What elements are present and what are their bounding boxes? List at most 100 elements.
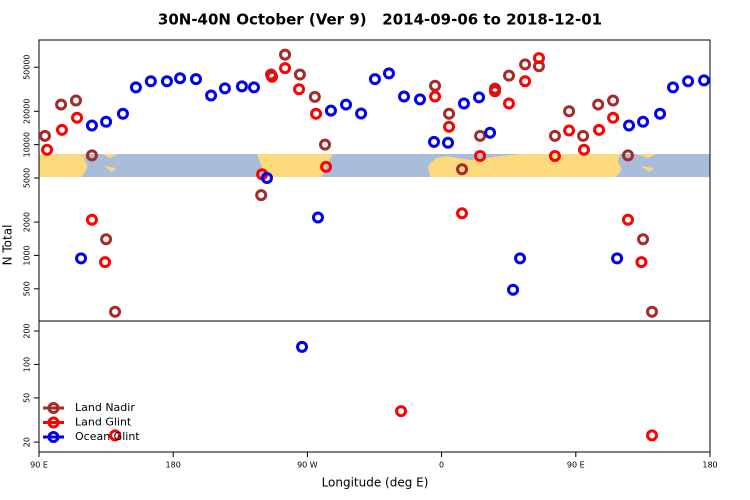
data-point (55, 123, 68, 136)
data-point (548, 149, 561, 162)
data-point (474, 129, 487, 142)
data-point (593, 123, 606, 136)
y-tick-label: 20 (23, 437, 32, 447)
data-point (129, 81, 142, 94)
data-point (621, 213, 634, 226)
data-point (320, 160, 333, 173)
data-point (635, 256, 648, 269)
x-tick-label: 180 (166, 461, 181, 470)
y-axis-label: N Total (1, 225, 15, 266)
data-point (100, 233, 113, 246)
data-point (637, 233, 650, 246)
data-point (563, 124, 576, 137)
data-point (429, 79, 442, 92)
data-point (293, 68, 306, 81)
data-point (55, 98, 68, 111)
data-point (654, 107, 667, 120)
data-point (174, 72, 187, 85)
data-point (484, 126, 497, 139)
y-tick-label: 2000 (23, 212, 32, 232)
data-point (310, 107, 323, 120)
data-point (38, 129, 51, 142)
data-point (116, 107, 129, 120)
data-point (429, 90, 442, 103)
legend-label: Land Glint (75, 416, 132, 429)
data-point (456, 163, 469, 176)
data-point (218, 82, 231, 95)
legend-label: Ocean Glint (75, 430, 140, 443)
data-point (279, 62, 292, 75)
data-point (548, 129, 561, 142)
data-point (413, 93, 426, 106)
legend-marker (47, 431, 60, 443)
data-point (398, 90, 411, 103)
y-tick-label: 200 (23, 323, 32, 338)
y-tick-label: 20000 (23, 99, 32, 124)
data-point (621, 149, 634, 162)
data-point (355, 107, 368, 120)
data-point (473, 91, 486, 104)
data-point (324, 104, 337, 117)
x-tick-label: 180 (702, 461, 717, 470)
data-point (427, 135, 440, 148)
data-point (502, 69, 515, 82)
data-point (507, 283, 520, 296)
data-point (442, 136, 455, 149)
y-tick-label: 10000 (23, 132, 32, 157)
data-point (160, 75, 173, 88)
y-tick-label: 1000 (23, 245, 32, 265)
x-axis-label: Longitude (deg E) (322, 476, 429, 490)
data-point (532, 52, 545, 65)
data-point (279, 48, 292, 61)
data-point (443, 107, 456, 120)
x-tick-label: 90 E (30, 461, 48, 470)
data-point (311, 211, 324, 224)
data-point (474, 149, 487, 162)
plot-frame (38, 39, 711, 453)
data-point (519, 75, 532, 88)
data-point (578, 143, 591, 156)
x-tick-label: 0 (439, 461, 444, 470)
data-point (607, 94, 620, 107)
x-tick-label: 90 W (297, 461, 318, 470)
data-point (488, 85, 501, 98)
data-point (456, 207, 469, 220)
legend-marker (47, 402, 60, 414)
data-point (607, 111, 620, 124)
data-point (99, 256, 112, 269)
y-tick-label: 5000 (23, 168, 32, 188)
data-point (109, 429, 122, 442)
data-point (563, 105, 576, 118)
data-point (623, 119, 636, 132)
data-point (637, 115, 650, 128)
data-point (293, 83, 306, 96)
legend-label: Land Nadir (75, 401, 135, 414)
data-point (190, 73, 203, 86)
data-point (340, 98, 353, 111)
data-point (318, 138, 331, 151)
data-point (71, 111, 84, 124)
data-point (75, 252, 88, 265)
data-point (667, 81, 680, 94)
data-point (682, 75, 695, 88)
data-point (698, 74, 711, 87)
data-point (260, 171, 273, 184)
data-point (457, 97, 470, 110)
data-point (248, 81, 261, 94)
data-point (109, 305, 122, 318)
data-point (235, 80, 248, 93)
data-point (502, 97, 515, 110)
data-point (144, 75, 157, 88)
chart-title: 30N-40N October (Ver 9) 2014-09-06 to 20… (158, 11, 602, 29)
data-point (514, 252, 527, 265)
data-point (395, 405, 408, 418)
data-point (645, 429, 658, 442)
data-point (592, 98, 605, 111)
data-point (308, 90, 321, 103)
data-point (85, 119, 98, 132)
data-point (255, 189, 268, 202)
data-point (368, 73, 381, 86)
data-point (85, 213, 98, 226)
y-tick-label: 50 (23, 393, 32, 403)
